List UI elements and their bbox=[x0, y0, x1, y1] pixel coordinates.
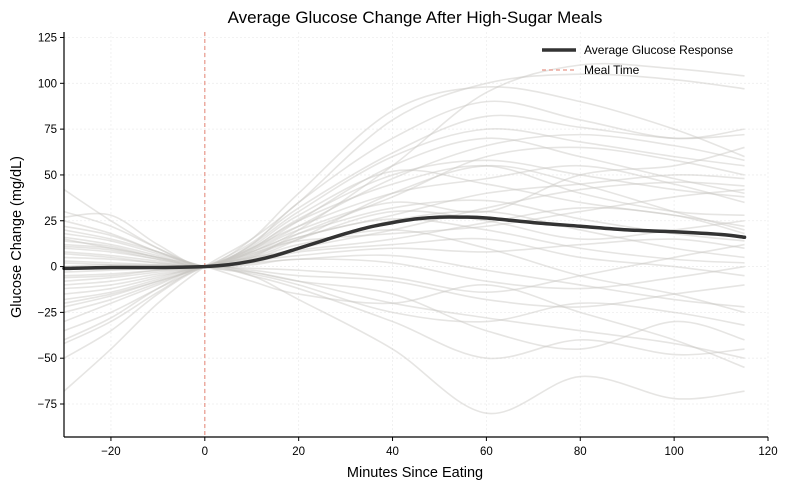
individual-series-line bbox=[64, 100, 745, 269]
y-tick-label: 100 bbox=[38, 78, 57, 90]
legend-label-average: Average Glucose Response bbox=[584, 43, 734, 57]
individual-series-line bbox=[64, 225, 745, 290]
individual-series-line bbox=[64, 86, 745, 269]
x-tick-label: 80 bbox=[574, 446, 587, 458]
y-tick-label: −75 bbox=[37, 399, 57, 411]
individual-series-line bbox=[64, 238, 745, 369]
x-tick-label: 40 bbox=[386, 446, 399, 458]
y-tick-label: 75 bbox=[44, 124, 57, 136]
individual-series-line bbox=[64, 243, 745, 294]
individual-series-layer bbox=[64, 62, 745, 415]
average-series-line bbox=[62, 215, 747, 271]
individual-series-line bbox=[64, 210, 745, 268]
y-tick-label: 0 bbox=[51, 262, 57, 274]
grid-layer bbox=[64, 32, 769, 437]
y-tick-label: −25 bbox=[37, 307, 57, 319]
individual-series-line bbox=[64, 199, 745, 279]
chart-title: Average Glucose Change After High-Sugar … bbox=[228, 8, 603, 27]
individual-series-line bbox=[64, 265, 745, 308]
average-series-layer bbox=[62, 215, 747, 271]
individual-series-line bbox=[64, 127, 745, 268]
ticks-layer: −20 0 20 40 60 80 100 120 −75 −50 −25 0 25 50 75 100 125 bbox=[37, 32, 777, 458]
x-tick-label: 60 bbox=[480, 446, 493, 458]
individual-series-line bbox=[64, 254, 745, 308]
individual-series-line bbox=[64, 114, 745, 308]
individual-series-line bbox=[64, 164, 745, 268]
y-tick-label: −50 bbox=[37, 353, 57, 365]
x-axis-title: Minutes Since Eating bbox=[347, 465, 483, 481]
individual-series-line bbox=[64, 181, 745, 268]
y-tick-label: 50 bbox=[44, 170, 57, 182]
y-axis-title: Glucose Change (mg/dL) bbox=[9, 156, 25, 318]
y-tick-label: 125 bbox=[38, 32, 57, 44]
x-tick-label: 0 bbox=[202, 446, 208, 458]
individual-series-line bbox=[64, 73, 745, 392]
individual-series-line bbox=[64, 265, 745, 415]
axes-layer bbox=[63, 32, 768, 438]
individual-series-line bbox=[64, 265, 745, 360]
x-tick-label: 20 bbox=[292, 446, 305, 458]
individual-series-line bbox=[64, 229, 745, 350]
individual-series-line bbox=[64, 232, 745, 326]
individual-series-line bbox=[64, 217, 745, 268]
individual-series-line bbox=[64, 164, 745, 359]
legend: Average Glucose Response Meal Time bbox=[542, 43, 734, 77]
individual-series-line bbox=[64, 146, 745, 268]
individual-series-line bbox=[64, 164, 745, 277]
individual-series-line bbox=[64, 206, 745, 268]
individual-series-line bbox=[64, 237, 745, 277]
individual-series-line bbox=[64, 62, 745, 268]
individual-series-line bbox=[64, 133, 745, 268]
individual-series-line bbox=[64, 169, 745, 290]
y-tick-label: 25 bbox=[44, 216, 57, 228]
individual-series-line bbox=[64, 238, 745, 268]
x-tick-label: 120 bbox=[758, 446, 777, 458]
x-tick-label: 100 bbox=[665, 446, 684, 458]
individual-series-line bbox=[64, 146, 745, 286]
legend-label-meal-time: Meal Time bbox=[584, 63, 640, 77]
x-tick-label: −20 bbox=[101, 446, 121, 458]
individual-series-line bbox=[64, 264, 745, 359]
individual-series-line bbox=[64, 137, 745, 332]
